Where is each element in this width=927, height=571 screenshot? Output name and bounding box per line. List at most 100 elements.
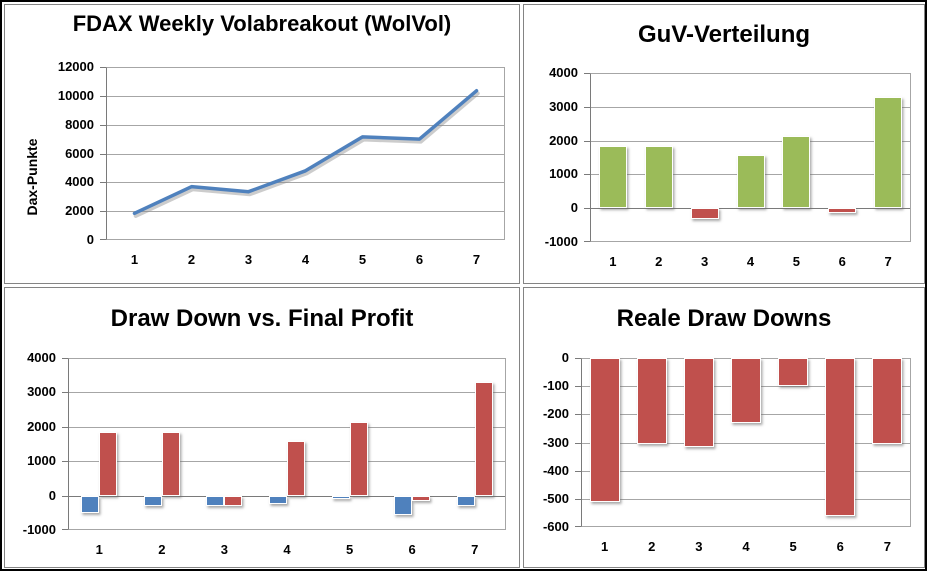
chart-title: FDAX Weekly Volabreakout (WolVol) [72, 11, 452, 36]
axis-tick [584, 208, 590, 210]
bar [872, 358, 903, 444]
x-tick-label: 5 [789, 539, 797, 554]
bar-draw-down [206, 495, 225, 507]
axis-tick [584, 140, 590, 142]
axis-tick [100, 95, 106, 97]
plot-area [100, 67, 505, 240]
gridline [106, 153, 505, 155]
axis-tick [575, 358, 581, 359]
axis-tick [62, 529, 68, 530]
y-tick-label: 2000 [549, 132, 578, 148]
x-tick-label: 1 [609, 254, 617, 269]
y-tick-label: 1000 [549, 166, 578, 182]
y-tick-label: -500 [542, 490, 569, 506]
y-tick-label: 4000 [549, 65, 578, 80]
plot-border [68, 358, 506, 530]
y-tick-label: 6000 [65, 145, 94, 161]
axis-tick [100, 124, 106, 126]
axis-tick [62, 426, 68, 428]
gridline [106, 211, 505, 213]
plot-area [575, 358, 911, 527]
x-tick-label: 1 [600, 539, 609, 554]
y-tick-label: 0 [561, 350, 569, 365]
bar-final-profit [161, 431, 180, 496]
y-tick-label: 0 [48, 487, 56, 503]
bar-final-profit [412, 495, 431, 501]
bar [598, 145, 627, 209]
gridline [106, 182, 505, 184]
x-tick-label: 2 [187, 252, 196, 267]
axis-tick [62, 461, 68, 463]
axis-tick [62, 392, 68, 394]
x-tick-label: 5 [792, 254, 800, 269]
x-tick-label: 5 [358, 252, 367, 267]
x-tick-label: 3 [701, 254, 709, 269]
x-tick-label: 6 [836, 539, 844, 554]
y-axis-title: Dax-Punkte [24, 138, 40, 216]
x-tick-label: 2 [655, 254, 663, 269]
x-tick-label: 2 [648, 539, 656, 554]
chart-panel-drawdown-vs-profit[interactable]: Draw Down vs. Final Profit -1000 0 1000 200… [4, 287, 520, 568]
axis-tick [100, 67, 106, 68]
bar-final-profit [99, 431, 118, 496]
bar-draw-down [143, 495, 162, 507]
zero-axis-line [590, 208, 911, 210]
axis-tick [100, 153, 106, 155]
x-tick-label: 2 [158, 542, 166, 557]
gridline [590, 140, 911, 142]
bar-draw-down [269, 495, 287, 504]
y-tick-label: 10000 [57, 87, 94, 103]
gridline [106, 124, 505, 126]
bar [736, 154, 765, 209]
y-tick-label: -600 [542, 519, 569, 534]
y-tick-label: 0 [570, 200, 578, 216]
y-tick-label: 1000 [27, 453, 56, 469]
gridline [581, 498, 911, 500]
gridline [106, 95, 505, 97]
axis-tick [575, 414, 581, 416]
y-tick-label: 2000 [27, 418, 56, 434]
chart-title: GuV-Verteilung [637, 21, 811, 48]
y-tick-label: 4000 [27, 350, 56, 365]
chart-panel-fdax-wolvol[interactable]: FDAX Weekly Volabreakout (WolVol) Dax-Pu… [4, 4, 520, 284]
plot-border [106, 67, 505, 240]
gridline [581, 470, 911, 472]
bar [828, 208, 857, 214]
bar [683, 358, 714, 447]
x-tick-label: 1 [130, 252, 139, 267]
bar-final-profit [349, 421, 368, 496]
x-tick-label: 7 [883, 539, 892, 554]
chart-title: Reale Draw Downs [616, 305, 832, 332]
bar [636, 358, 667, 444]
chart-panel-guv-verteilung[interactable]: GuV-Verteilung -1000 0 1000 2000 3000 4000 1 2 3… [523, 4, 925, 284]
x-tick-label: 7 [471, 542, 479, 557]
gridline [68, 392, 506, 394]
bar-final-profit [224, 495, 243, 507]
bar [589, 358, 620, 502]
y-tick-label: 3000 [27, 384, 56, 400]
axis-tick [584, 106, 590, 108]
gridline [590, 106, 911, 108]
bar [782, 135, 811, 209]
x-tick-label: 5 [345, 542, 354, 557]
x-tick-label: 1 [95, 542, 103, 557]
y-tick-label: -1000 [22, 522, 56, 537]
chart-title: Draw Down vs. Final Profit [110, 305, 414, 332]
axis-tick [575, 442, 581, 444]
y-tick-label: 4000 [65, 174, 94, 190]
axis-tick [62, 495, 68, 497]
y-tick-label: 3000 [549, 98, 578, 114]
bar [874, 96, 903, 209]
chart-panel-reale-drawdowns[interactable]: Reale Draw Downs -600 -500 -400 -300 -200 -10… [523, 287, 925, 568]
x-tick-label: 6 [408, 542, 416, 557]
y-tick-label: 2000 [65, 203, 94, 219]
axis-tick [100, 239, 106, 240]
axis-tick [100, 211, 106, 213]
x-tick-label: 6 [838, 254, 846, 269]
bar-draw-down [331, 495, 350, 500]
zero-axis-line [68, 495, 506, 497]
gridline [68, 426, 506, 428]
plot-border [590, 73, 911, 242]
x-tick-label: 3 [220, 542, 229, 557]
